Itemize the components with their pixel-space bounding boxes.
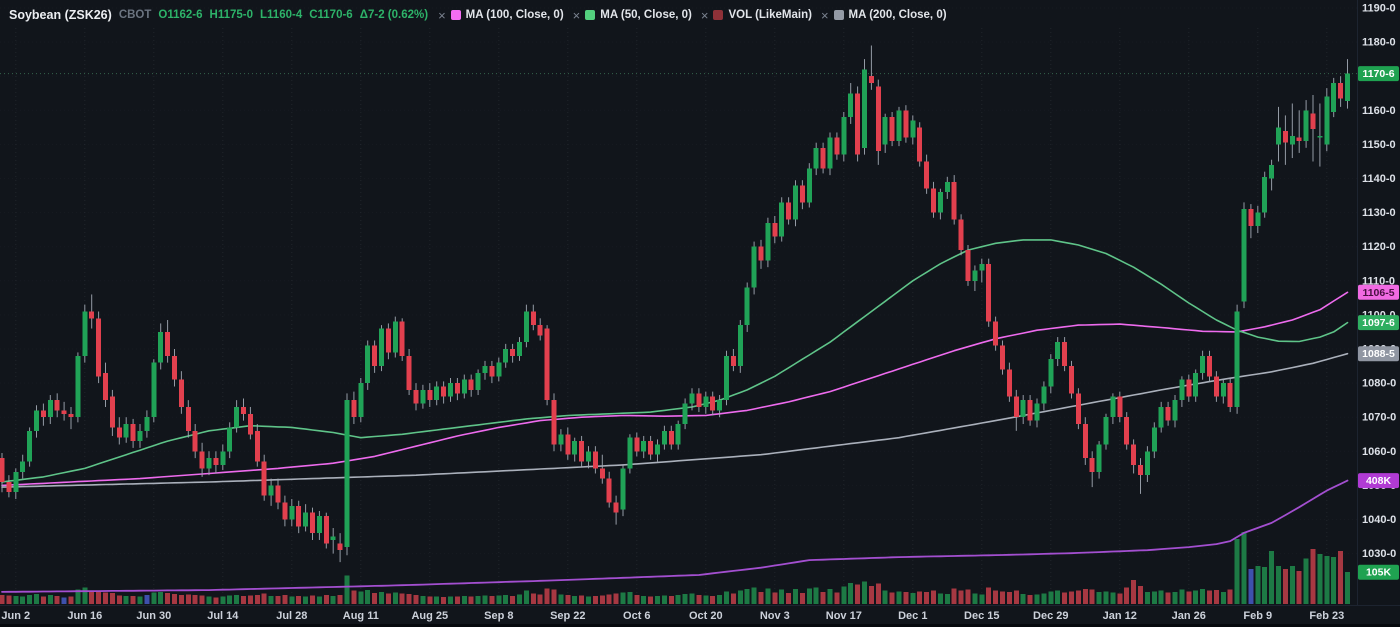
svg-text:Jul 28: Jul 28 [276,610,307,622]
svg-text:Feb 23: Feb 23 [1309,610,1344,622]
svg-text:1106-5: 1106-5 [1362,287,1394,299]
ma-100-line [1,291,1349,487]
indicator-label: MA (100, Close, 0) [465,9,564,21]
svg-text:1170-6: 1170-6 [1362,68,1394,80]
svg-text:Nov 17: Nov 17 [826,610,862,622]
ohlc-close: C1170-6 [309,9,353,21]
svg-text:Aug 25: Aug 25 [411,610,448,622]
svg-text:1180-0: 1180-0 [1362,37,1396,49]
svg-text:Oct 20: Oct 20 [689,610,723,622]
indicator-swatch-icon [713,10,724,20]
svg-text:1190-0: 1190-0 [1362,3,1396,15]
indicator-swatch-icon [450,10,461,20]
svg-text:Sep 22: Sep 22 [550,610,585,622]
grid-lines [0,7,1357,604]
ohlc-high: H1175-0 [209,9,254,21]
remove-indicator-icon[interactable]: × [820,7,829,23]
svg-text:1110-0: 1110-0 [1362,275,1395,287]
svg-text:105K: 105K [1366,567,1392,579]
indicator-swatch-icon [833,10,844,20]
svg-text:1030-0: 1030-0 [1362,548,1396,560]
symbol-title[interactable]: Soybean (ZSK26) [9,8,112,22]
change-label: Δ7-2 (0.62%) [359,9,429,21]
svg-text:Nov 3: Nov 3 [760,610,790,622]
legend-item-ma-200[interactable]: × MA (200, Close, 0) [821,9,947,22]
volume-ma-line [1,479,1349,593]
svg-text:Dec 1: Dec 1 [898,610,927,622]
ma-50-line [1,239,1349,483]
svg-text:Dec 15: Dec 15 [964,610,999,622]
legend-item-ma-50[interactable]: × MA (50, Close, 0) [573,9,692,22]
svg-text:Aug 11: Aug 11 [343,610,379,622]
svg-text:Jun 30: Jun 30 [136,610,171,622]
svg-text:Jan 26: Jan 26 [1172,610,1206,622]
svg-text:Jun 2: Jun 2 [1,610,30,622]
svg-text:1160-0: 1160-0 [1362,105,1396,117]
svg-text:Sep 8: Sep 8 [484,610,513,622]
indicator-label: MA (200, Close, 0) [848,9,947,21]
remove-indicator-icon[interactable]: × [700,7,709,23]
svg-text:Jun 16: Jun 16 [67,610,102,622]
svg-text:408K: 408K [1366,475,1392,487]
svg-text:1088-5: 1088-5 [1362,348,1395,360]
indicator-label: MA (50, Close, 0) [600,9,692,21]
svg-text:1130-0: 1130-0 [1362,207,1396,219]
svg-text:1070-0: 1070-0 [1362,412,1396,424]
svg-text:Dec 29: Dec 29 [1033,610,1068,622]
svg-text:1097-6: 1097-6 [1362,317,1395,329]
svg-text:1140-0: 1140-0 [1362,173,1396,185]
indicator-label: VOL (LikeMain) [728,9,812,21]
candlestick-series [0,45,1350,563]
svg-text:Jul 14: Jul 14 [207,610,239,622]
remove-indicator-icon[interactable]: × [438,7,446,23]
legend-item-vol[interactable]: × VOL (LikeMain) [701,9,812,22]
ma-200-line [1,352,1349,488]
price-axis-badges: 1170-6 1106-5 1097-6 1088-5 408K 105K [1358,66,1399,580]
svg-text:Oct 6: Oct 6 [623,610,651,622]
svg-text:1040-0: 1040-0 [1362,514,1396,526]
svg-text:1120-0: 1120-0 [1362,241,1396,253]
remove-indicator-icon[interactable]: × [572,7,581,23]
svg-text:1080-0: 1080-0 [1362,378,1396,390]
svg-text:Feb 9: Feb 9 [1243,610,1272,622]
indicator-legend: × MA (100, Close, 0) × MA (50, Close, 0) × VO… [438,9,946,22]
time-axis[interactable]: Jun 2 Jun 16 Jun 30 Jul 14 Jul 28 Aug 11 Aug 2… [1,610,1344,622]
indicator-swatch-icon [585,10,596,20]
svg-text:1060-0: 1060-0 [1362,446,1396,458]
ohlc-low: L1160-4 [260,9,303,21]
ohlc-open: O1162-6 [158,9,203,21]
svg-text:Jan 12: Jan 12 [1103,610,1137,622]
legend-item-ma-100[interactable]: × MA (100, Close, 0) [438,9,564,22]
volume-bars [0,532,1350,604]
chart-legend-bar: Soybean (ZSK26) CBOT O1162-6 H1175-0 L11… [0,0,956,30]
svg-text:1150-0: 1150-0 [1362,139,1396,151]
exchange-label: CBOT [118,9,152,21]
